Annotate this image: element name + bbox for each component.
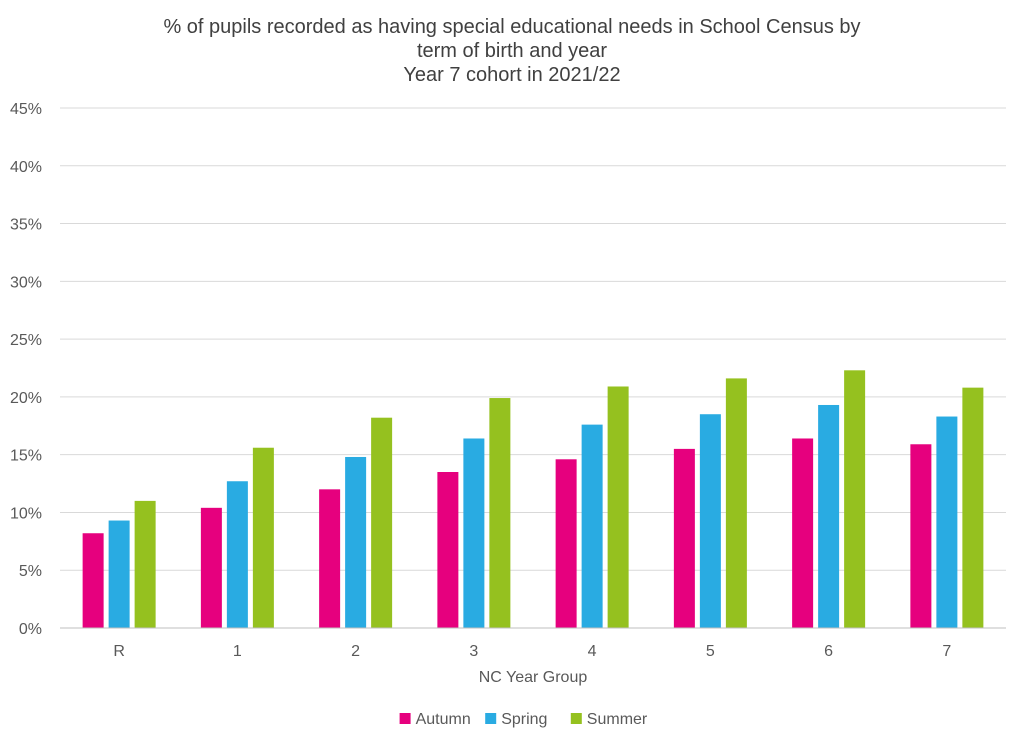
- y-tick-label: 5%: [19, 563, 42, 580]
- y-tick-label: 45%: [10, 101, 42, 118]
- x-tick-label: 7: [942, 643, 951, 660]
- bar-autumn: [673, 448, 695, 628]
- y-tick-label: 40%: [10, 159, 42, 176]
- x-tick-label: R: [113, 643, 125, 660]
- bar-spring: [463, 438, 485, 628]
- legend-label-autumn: Autumn: [416, 711, 471, 728]
- bar-spring: [345, 456, 367, 628]
- bar-summer: [371, 417, 393, 628]
- y-tick-label: 10%: [10, 505, 42, 522]
- bar-spring: [699, 414, 721, 628]
- x-axis-title: NC Year Group: [479, 669, 588, 686]
- x-tick-label: 2: [351, 643, 360, 660]
- legend-label-summer: Summer: [587, 711, 648, 728]
- bar-summer: [134, 500, 156, 628]
- bar-autumn: [555, 459, 577, 628]
- bar-summer: [252, 447, 274, 628]
- bar-autumn: [437, 472, 459, 628]
- x-tick-label: 6: [824, 643, 833, 660]
- chart-title-line-1: % of pupils recorded as having special e…: [163, 16, 860, 38]
- y-tick-label: 15%: [10, 448, 42, 465]
- x-tick-label: 1: [233, 643, 242, 660]
- x-tick-label: 3: [469, 643, 478, 660]
- y-axis-tick-labels: 0% 5% 10% 15% 20% 25% 30% 35% 40% 45%: [10, 101, 42, 638]
- legend-label-spring: Spring: [501, 711, 547, 728]
- bar-spring: [581, 424, 603, 628]
- bar-summer: [725, 378, 747, 628]
- legend-swatch-autumn: [399, 713, 411, 724]
- legend-swatch-spring: [485, 713, 497, 724]
- y-tick-label: 20%: [10, 390, 42, 407]
- chart-title-line-2: term of birth and year: [417, 40, 607, 62]
- bar-spring: [108, 520, 130, 628]
- bar-autumn: [910, 444, 932, 628]
- bar-autumn: [319, 489, 341, 628]
- bar-spring: [936, 416, 958, 628]
- bar-summer: [607, 386, 629, 628]
- chart-title-line-3: Year 7 cohort in 2021/22: [403, 64, 620, 86]
- y-tick-label: 25%: [10, 332, 42, 349]
- y-tick-label: 30%: [10, 274, 42, 291]
- bar-summer: [489, 398, 511, 628]
- bars: [82, 370, 984, 628]
- y-tick-label: 35%: [10, 217, 42, 234]
- bar-spring: [818, 404, 840, 628]
- bar-summer: [962, 387, 984, 628]
- chart-title: % of pupils recorded as having special e…: [163, 16, 860, 86]
- legend: Autumn Spring Summer: [399, 711, 648, 728]
- bar-summer: [844, 370, 866, 628]
- bar-spring: [226, 481, 248, 628]
- x-tick-label: 4: [588, 643, 597, 660]
- x-axis-tick-labels: R 1 2 3 4 5 6 7: [113, 643, 951, 660]
- legend-swatch-summer: [570, 713, 582, 724]
- bar-autumn: [200, 507, 222, 628]
- bar-autumn: [82, 533, 104, 628]
- bar-autumn: [792, 438, 814, 628]
- x-tick-label: 5: [706, 643, 715, 660]
- y-tick-label: 0%: [19, 621, 42, 638]
